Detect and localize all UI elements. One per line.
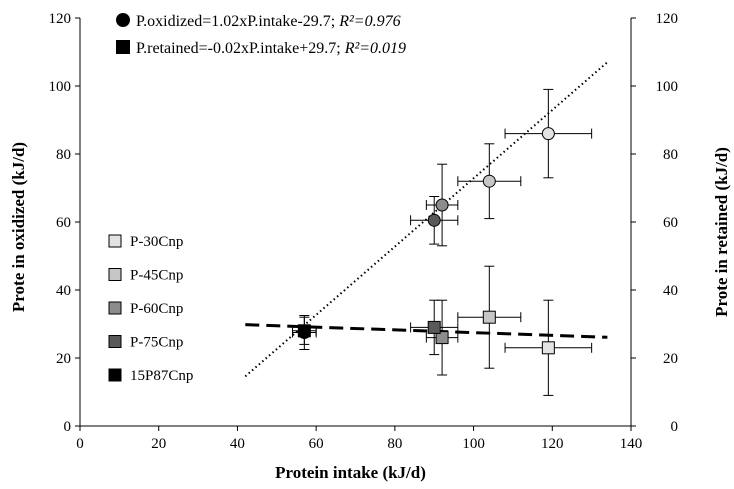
legend-swatch	[108, 301, 122, 315]
legend-label: P-60Cnp	[130, 301, 183, 317]
point-oxidized	[482, 174, 496, 188]
equation-r2: R²=0.976	[338, 13, 400, 30]
axis-labels: Protein intake (kJ/d) Prote in oxidized …	[9, 142, 731, 482]
retained-fit-line	[245, 323, 608, 339]
legend-label: P-75Cnp	[130, 335, 183, 351]
point-oxidized	[541, 127, 555, 141]
legend-swatch	[108, 335, 122, 348]
point-retained	[541, 341, 555, 355]
y-tick-label-right: 120	[656, 11, 679, 27]
legend-swatch	[108, 234, 122, 248]
y-tick-label-left: 0	[64, 419, 72, 435]
y-tick-label-left: 80	[56, 147, 71, 163]
legend: P-30Cnp P-45Cnp P-60Cnp P-75Cnp 15P87Cnp	[108, 234, 193, 384]
y-tick-label-right: 80	[663, 147, 678, 163]
y-tick-label-right: 20	[663, 351, 678, 367]
equation-formula: P.retained=-0.02xP.intake+29.7;	[136, 40, 345, 57]
data-points	[297, 127, 555, 355]
equation-marker-square	[116, 40, 130, 54]
y-tick-label-left: 40	[56, 283, 71, 299]
equation-marker-circle	[116, 13, 130, 27]
x-tick-label: 40	[230, 436, 245, 452]
legend-swatch	[108, 268, 122, 281]
y-tick-label-right: 60	[663, 215, 678, 231]
x-tick-label: 100	[462, 436, 485, 452]
y-tick-label-left: 60	[56, 215, 71, 231]
equations: P.oxidized=1.02xP.intake-29.7; R²=0.976P…	[116, 13, 406, 57]
x-tick-label: 80	[387, 436, 402, 452]
y-tick-label-right: 0	[671, 419, 679, 435]
legend-label: 15P87Cnp	[130, 368, 193, 384]
y-tick-label-left: 120	[49, 11, 72, 27]
x-tick-label: 20	[151, 436, 166, 452]
point-retained	[427, 320, 441, 334]
x-axis-label: Protein intake (kJ/d)	[275, 463, 426, 482]
point-retained	[482, 310, 496, 324]
x-tick-label: 120	[541, 436, 564, 452]
equation-r2: R²=0.019	[344, 40, 406, 57]
point-retained	[435, 331, 449, 345]
equation-text: P.retained=-0.02xP.intake+29.7; R²=0.019	[136, 40, 406, 57]
point-retained	[297, 324, 311, 338]
y-tick-label-right: 40	[663, 283, 678, 299]
x-tick-label: 60	[309, 436, 324, 452]
legend-label: P-45Cnp	[130, 268, 183, 284]
point-oxidized	[427, 213, 441, 227]
y-axis-label-left: Prote in oxidized (kJ/d)	[9, 142, 28, 312]
x-tick-label: 0	[76, 436, 84, 452]
legend-label: P-30Cnp	[130, 234, 183, 250]
y-tick-label-right: 100	[656, 79, 679, 95]
equation-text: P.oxidized=1.02xP.intake-29.7; R²=0.976	[136, 13, 401, 30]
y-axis-label-right: Prote in retained (kJ/d)	[712, 147, 731, 317]
y-tick-label-left: 20	[56, 351, 71, 367]
x-tick-label: 140	[620, 436, 643, 452]
fit-lines	[244, 61, 609, 378]
point-oxidized	[435, 198, 449, 212]
y-tick-label-left: 100	[49, 79, 72, 95]
oxidized-fit-line	[244, 61, 609, 378]
legend-swatch	[108, 368, 122, 382]
equation-formula: P.oxidized=1.02xP.intake-29.7;	[136, 13, 339, 30]
